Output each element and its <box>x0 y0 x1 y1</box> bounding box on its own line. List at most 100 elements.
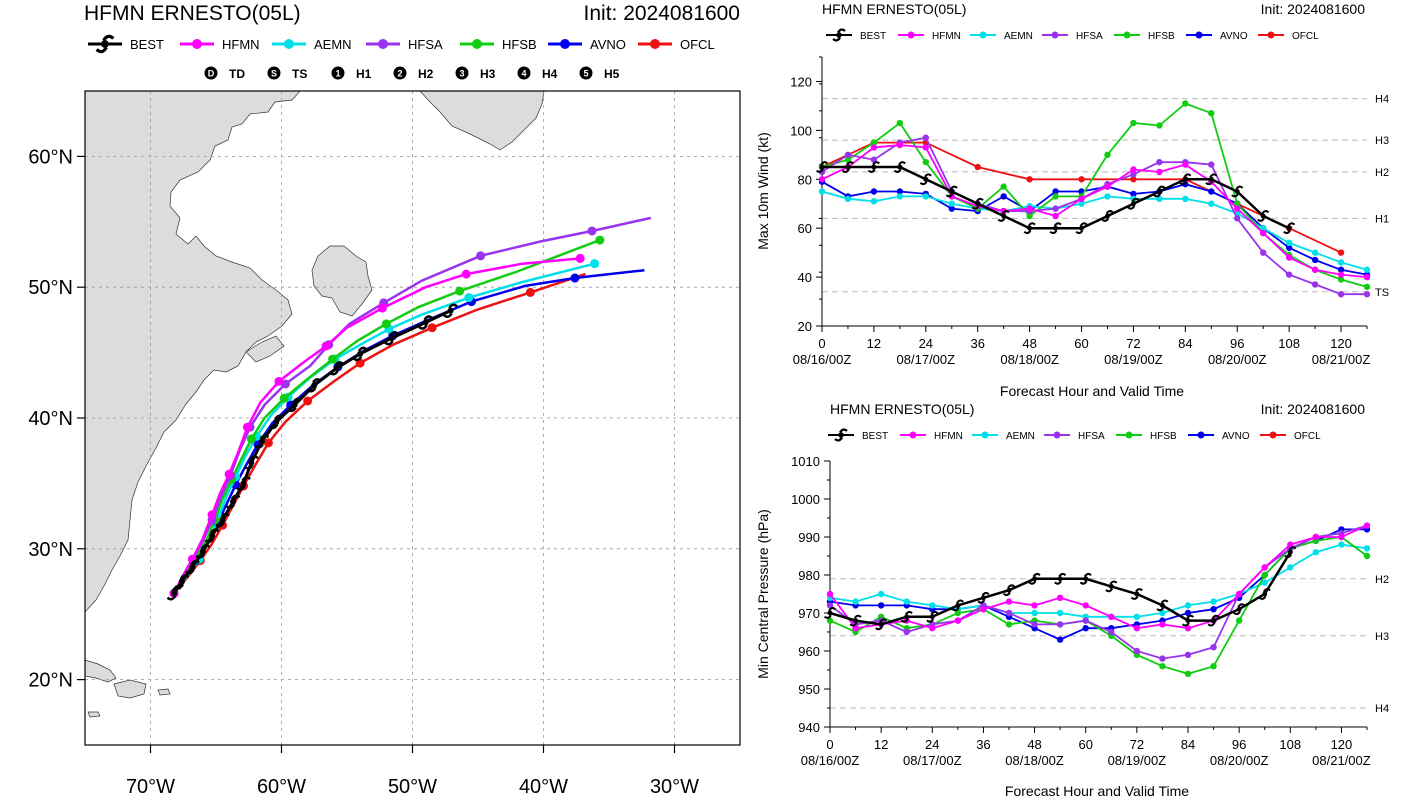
track-point-hfmn <box>207 510 217 520</box>
track-line-hfsb <box>173 238 601 594</box>
x-tick-label: 72 <box>1126 336 1140 351</box>
legend-label-hfsa: HFSA <box>1076 31 1103 42</box>
legend-label-hfsa: HFSA <box>1078 431 1105 442</box>
intensity-label-h2: H2 <box>418 67 434 81</box>
series-point-avno <box>844 193 852 200</box>
series-aemn <box>826 541 1371 620</box>
series-point-hfsa <box>1208 161 1215 168</box>
series-point-hfsb <box>980 606 987 613</box>
map-legend-marker-aemn <box>284 39 294 49</box>
x-tick-label: 120 <box>1331 737 1353 752</box>
x-tick-label: 24 <box>919 336 933 351</box>
series-point-hfmn <box>1259 229 1267 237</box>
pressure-xlabel: Forecast Hour and Valid Time <box>1005 783 1189 799</box>
series-point-hfsa <box>1000 207 1007 215</box>
x-tick-label: 60 <box>1078 737 1092 752</box>
map-legend-label-ofcl: OFCL <box>680 37 715 52</box>
series-point-avno <box>870 188 878 195</box>
track-map-panel: HFMN ERNESTO(05L) Init: 2024081600 BEST H… <box>28 2 741 798</box>
series-point-hfmn <box>877 621 885 628</box>
legend-label-avno: AVNO <box>1220 31 1248 42</box>
series-point-hfsa <box>1184 651 1192 658</box>
series-point-avno <box>896 188 904 195</box>
series-point-hfsb <box>1052 193 1059 200</box>
map-legend-label-best: BEST <box>130 37 164 52</box>
series-point-avno <box>1261 571 1268 579</box>
series-point-hfsb <box>1026 212 1033 220</box>
series-point-hfsa <box>954 617 962 624</box>
svg-text:1: 1 <box>335 69 340 79</box>
intensity-label-td: TD <box>229 67 245 81</box>
series-point-best <box>951 599 964 612</box>
series-point-best <box>841 161 855 173</box>
wind-legend: BEST HFMN AEMN HFSA HFSB AVNO OFCL <box>826 28 1319 42</box>
series-point-best <box>1075 222 1088 235</box>
series-best <box>823 546 1297 631</box>
series-point-hfsa <box>852 621 859 628</box>
series-point-hfsb <box>1182 100 1189 107</box>
series-point-best <box>1231 185 1244 198</box>
series-point-aemn <box>1337 259 1345 266</box>
map-init: Init: 2024081600 <box>584 2 740 25</box>
track-point-hfmn <box>242 422 252 432</box>
track-point-hfsb <box>455 286 465 296</box>
x-tick-label: 84 <box>1181 737 1195 752</box>
series-point-hfsa <box>1235 590 1243 598</box>
y-tick-label: 1000 <box>791 492 820 507</box>
series-point-hfsa <box>1338 530 1345 537</box>
legend-label-hfmn: HFMN <box>932 31 961 42</box>
series-point-aemn <box>844 195 852 203</box>
series-point-best <box>1079 572 1092 585</box>
series-point-hfmn <box>1133 625 1141 632</box>
x-tick-label: 36 <box>976 737 990 752</box>
intensity-symbol-h5: 5 <box>579 66 593 80</box>
series-point-hfmn <box>1363 273 1371 281</box>
series-point-hfmn <box>1156 168 1163 176</box>
series-point-hfsb <box>826 617 834 624</box>
series-point-ofcl <box>1130 176 1137 183</box>
series-point-best <box>1101 210 1114 222</box>
series-point-hfsa <box>870 156 878 163</box>
series-point-hfmn <box>1311 266 1319 273</box>
track-point-hfsa <box>587 226 597 236</box>
series-point-hfsa <box>1363 291 1371 298</box>
x-tick-label: 12 <box>874 737 888 752</box>
series-point-hfsb <box>1338 533 1345 541</box>
series-point-hfmn <box>1026 205 1033 212</box>
series-point-aemn <box>974 205 981 212</box>
ref-label-h4: H4 <box>1375 94 1389 106</box>
map-legend-models: BEST HFMN AEMN HFSA HFSB AVNO OFCL <box>88 34 715 54</box>
series-point-hfsb <box>1005 621 1013 628</box>
series-point-aemn <box>1156 195 1163 203</box>
wind-ylabel: Max 10m Wind (kt) <box>755 132 771 249</box>
x-tick-label: 48 <box>1022 336 1036 351</box>
series-point-aemn <box>1208 200 1215 207</box>
map-legend-marker-ofcl <box>650 39 660 49</box>
series-point-best <box>900 610 913 623</box>
x-date-label: 08/16/00Z <box>793 352 852 367</box>
track-point-best <box>225 494 241 509</box>
x-date-label: 08/16/00Z <box>801 753 860 768</box>
series-point-best <box>1002 584 1016 597</box>
x-tick-label: 24 <box>925 737 939 752</box>
series-point-avno <box>1052 188 1059 195</box>
series-point-hfsa <box>1156 158 1163 166</box>
series-point-ofcl <box>1078 176 1085 183</box>
track-point-best <box>215 512 230 528</box>
svg-text:S: S <box>271 69 277 79</box>
y-tick-label: 60 <box>798 221 812 236</box>
series-point-hfmn <box>844 163 852 171</box>
series-point-aemn <box>1130 195 1137 203</box>
series-best <box>815 161 1296 235</box>
series-point-aemn <box>1052 205 1059 212</box>
x-date-label: 08/19/00Z <box>1108 753 1167 768</box>
y-tick-label: 1010 <box>791 454 820 469</box>
series-point-aemn <box>1312 549 1320 556</box>
svg-text:3: 3 <box>459 69 464 79</box>
track-point-hfsb <box>246 434 256 444</box>
legend-marker-hfsb <box>1123 31 1131 39</box>
series-point-avno <box>1056 636 1064 643</box>
series-point-aemn <box>922 193 930 200</box>
series-line-best <box>829 551 1292 626</box>
x-tick-label: 96 <box>1232 737 1246 752</box>
